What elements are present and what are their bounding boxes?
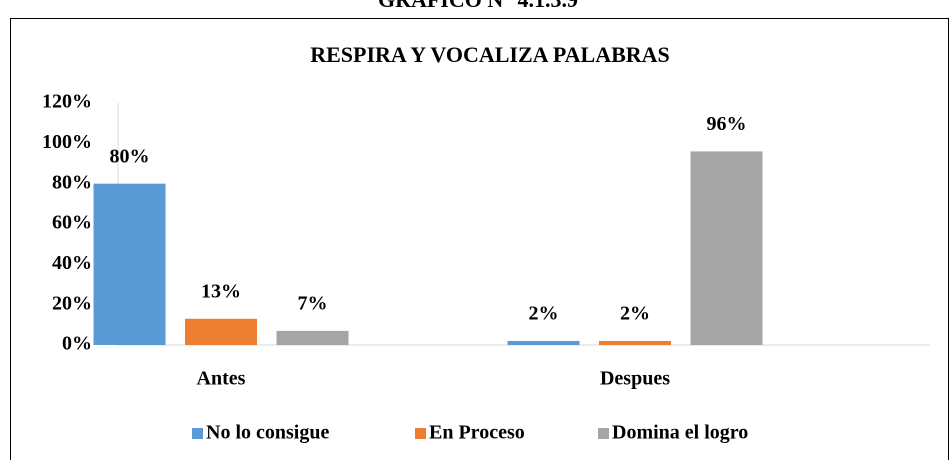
legend-swatch xyxy=(192,428,203,439)
y-tick-label: 60% xyxy=(52,212,92,234)
data-label: 2% xyxy=(529,303,559,325)
legend-swatch xyxy=(415,428,426,439)
bar xyxy=(507,340,580,345)
data-label: 13% xyxy=(201,280,241,302)
bar xyxy=(185,318,257,345)
data-label: 2% xyxy=(620,303,650,325)
y-tick-label: 80% xyxy=(52,171,92,193)
chart-title: RESPIRA Y VOCALIZA PALABRAS xyxy=(310,42,670,67)
data-label: 96% xyxy=(707,113,747,135)
legend-label: Domina el logro xyxy=(612,422,748,444)
y-tick-label: 120% xyxy=(42,91,92,113)
data-label: 80% xyxy=(110,145,150,167)
header: GRAFICO N° 4.1.3.9 xyxy=(378,0,578,12)
x-tick-label: Despues xyxy=(600,368,670,390)
chart-border xyxy=(10,18,949,460)
legend-swatch xyxy=(598,428,609,439)
bar xyxy=(599,340,671,345)
y-tick-label: 100% xyxy=(42,131,92,153)
bar xyxy=(93,183,166,345)
data-label: 7% xyxy=(298,292,328,314)
legend-label: En Proceso xyxy=(429,422,525,444)
y-tick-label: 40% xyxy=(52,252,92,274)
y-tick-label: 0% xyxy=(62,333,92,355)
y-tick-label: 20% xyxy=(52,292,92,314)
legend-label: No lo consigue xyxy=(206,422,329,444)
x-tick-label: Antes xyxy=(197,368,246,390)
bar xyxy=(276,330,349,345)
bar xyxy=(690,151,763,345)
